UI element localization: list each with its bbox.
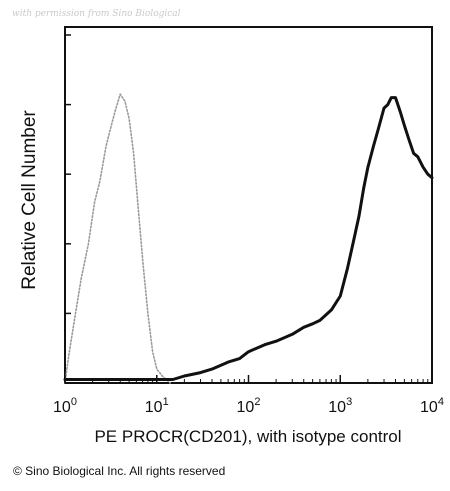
copyright-text: © Sino Biological Inc. All rights reserv… <box>13 464 226 478</box>
x-tick-label: 102 <box>237 396 261 416</box>
plot-frame <box>64 26 433 384</box>
isotype-control-histogram <box>64 93 171 384</box>
series-layer <box>63 93 434 384</box>
x-tick-label: 103 <box>328 396 352 416</box>
procr-histogram <box>63 96 434 381</box>
x-tick-label: 104 <box>420 396 444 416</box>
x-tick-label: 100 <box>53 396 77 416</box>
x-tick-label: 101 <box>145 396 169 416</box>
x-tick-layer: 100 101 102 103 104 <box>53 375 444 416</box>
x-axis-label: PE PROCR(CD201), with isotype control <box>94 427 401 446</box>
watermark-text: with permission from Sino Biological <box>12 9 181 19</box>
y-axis-label: Relative Cell Number <box>19 110 40 290</box>
y-tick-layer <box>65 34 71 384</box>
